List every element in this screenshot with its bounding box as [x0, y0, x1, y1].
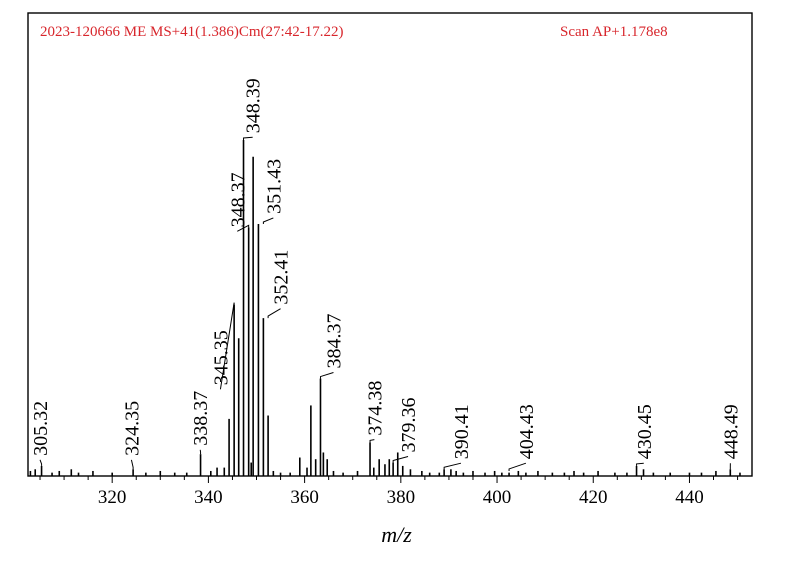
- peak-label-leader: [267, 308, 281, 319]
- x-axis-label: m/z: [381, 522, 412, 547]
- peak-label: 384.37: [323, 313, 345, 368]
- peak-label: 404.43: [516, 404, 538, 459]
- spectrum-header-left: 2023-120666 ME MS+41(1.386)Cm(27:42-17.2…: [40, 24, 344, 40]
- x-tick-label: 340: [194, 487, 223, 508]
- peak-bars: [29, 140, 741, 476]
- peak-label: 348.39: [243, 78, 265, 133]
- peak-label-leader: [262, 217, 274, 224]
- peak-label: 379.36: [398, 397, 420, 452]
- peak-label: 351.43: [263, 159, 285, 214]
- peak-label: 390.41: [451, 404, 473, 459]
- peak-label: 338.37: [190, 391, 212, 446]
- peak-labels: 305.32 324.35 338.37 345.35 348.37 348.39 351.…: [30, 78, 742, 471]
- x-tick-label: 420: [579, 487, 608, 508]
- peak-label: 305.32: [30, 401, 52, 456]
- peak-label: 430.45: [634, 404, 656, 459]
- x-tick-label: 320: [98, 487, 127, 508]
- peak-label-leader: [369, 439, 375, 443]
- peak-label-leader: [130, 459, 134, 470]
- peak-label: 352.41: [271, 250, 293, 305]
- peak-label-leader: [392, 455, 409, 463]
- x-tick-label: 380: [387, 487, 416, 508]
- x-tick-label: 360: [290, 487, 319, 508]
- peak-label: 348.37: [227, 172, 249, 227]
- peak-label-leader: [243, 136, 253, 140]
- peak-label: 448.49: [720, 404, 742, 459]
- peak-label: 324.35: [121, 401, 143, 456]
- spectrum-header-right: Scan AP+1.178e8: [560, 24, 668, 40]
- peak-label-leader: [508, 462, 527, 471]
- peak-label: 345.35: [210, 330, 232, 385]
- peak-label-leader: [636, 462, 644, 466]
- x-tick-label: 440: [675, 487, 704, 508]
- x-axis-ticks: 320 340 360 380 400 420 440: [39, 476, 739, 508]
- x-tick-label: 400: [483, 487, 512, 508]
- peak-label-leader: [219, 302, 235, 390]
- peak-label-leader: [443, 462, 462, 470]
- peak-label: 374.38: [364, 381, 386, 436]
- peak-label-leader: [39, 459, 43, 466]
- peak-label-leader: [319, 372, 334, 379]
- peak-label-leader: [237, 224, 250, 232]
